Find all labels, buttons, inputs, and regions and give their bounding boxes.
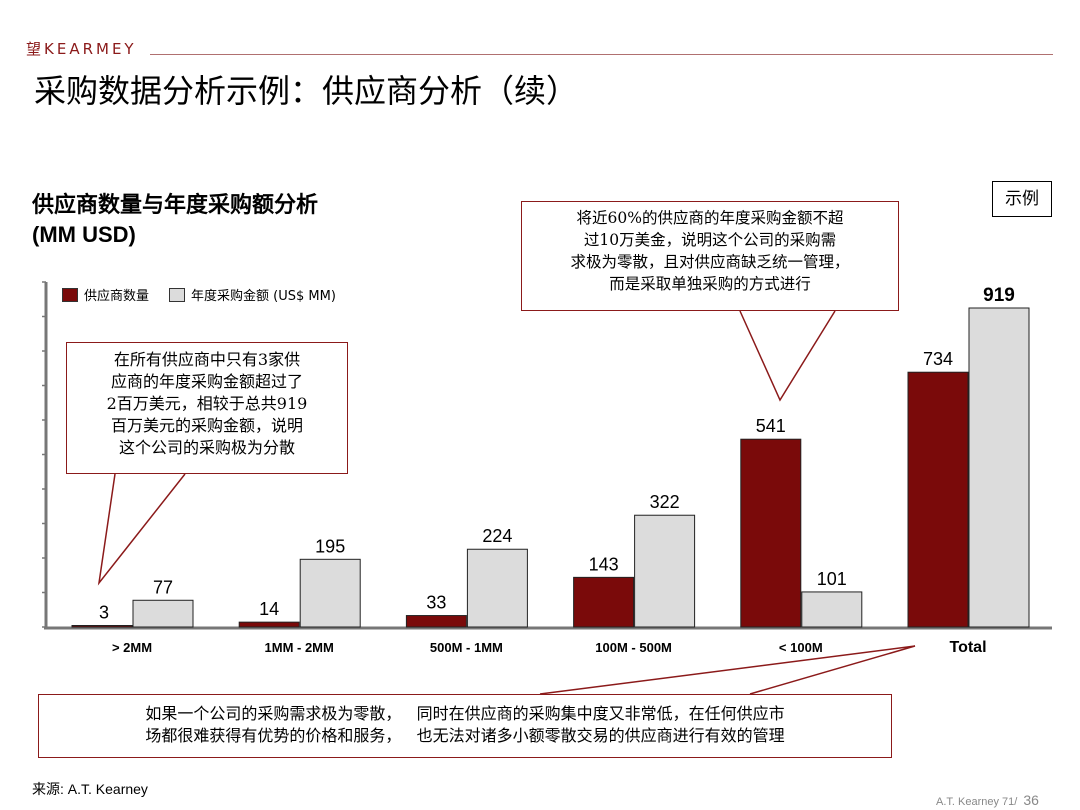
data-label: 3 [99, 603, 109, 623]
data-label: 322 [650, 492, 680, 512]
callout-line: 如果一个公司的采购需求极为零散， 同时在供应商的采购集中度又非常低，在任何供应市 [145, 704, 785, 723]
data-label: 143 [589, 554, 619, 574]
data-label: 734 [923, 349, 953, 369]
callout-left: 在所有供应商中只有3家供 应商的年度采购金额超过了 2百万美元，相较于总共919… [66, 342, 348, 474]
callout-line: 这个公司的采购极为分散 [118, 438, 295, 457]
data-label: 195 [315, 536, 345, 556]
callout-bottom-pointer [539, 645, 916, 695]
page-number: 36 [1023, 792, 1039, 808]
callout-line: 百万美元的采购金额，说明 [110, 416, 303, 435]
callout-line: 将近60%的供应商的年度采购金额不超 [576, 209, 844, 227]
callout-line: 在所有供应商中只有3家供 [113, 350, 301, 369]
callout-bottom: 如果一个公司的采购需求极为零散， 同时在供应商的采购集中度又非常低，在任何供应市… [38, 694, 892, 758]
chart-title-line2: (MM USD) [32, 222, 136, 247]
data-label: 14 [259, 599, 279, 619]
callout-line: 应商的年度采购金额超过了 [110, 372, 303, 391]
legend-label-spend: 年度采购金额 (US$ MM) [191, 289, 336, 304]
chart-title: 供应商数量与年度采购额分析 (MM USD) [32, 190, 318, 250]
page-title: 采购数据分析示例：供应商分析（续） [34, 72, 579, 110]
bar-suppliers [71, 625, 133, 628]
bar-suppliers [573, 576, 635, 628]
x-tick-label: Total [949, 639, 986, 656]
x-tick-label: < 100M [779, 640, 823, 655]
data-label: 541 [756, 416, 786, 436]
bar-spend [466, 548, 528, 628]
legend-swatch-spend [169, 287, 186, 302]
callout-line: 过10万美金，说明这个公司的采购需 [583, 231, 837, 249]
bar-suppliers [238, 621, 300, 628]
x-tick-label: 100M - 500M [595, 640, 672, 655]
bar-spend [132, 599, 194, 628]
legend-swatch-suppliers [62, 287, 78, 302]
source-note: 来源: A.T. Kearney [32, 781, 148, 797]
bar-spend [634, 514, 696, 628]
callout-left-pointer [97, 473, 186, 586]
footer: A.T. Kearney 71/36 [936, 792, 1039, 808]
callout-line: 2百万美元，相较于总共919 [106, 394, 308, 413]
x-tick-label: 1MM - 2MM [265, 640, 334, 655]
data-label: 77 [153, 577, 173, 597]
bar-spend [968, 307, 1030, 628]
header-rule [150, 54, 1053, 55]
callout-line: 而是采取单独采购的方式进行 [609, 275, 811, 293]
kearney-logo: 望KEARMEY [26, 40, 137, 58]
footer-text: A.T. Kearney 71/ [936, 796, 1018, 808]
bar-spend [299, 558, 361, 628]
data-label: 101 [817, 569, 847, 589]
x-tick-label: > 2MM [112, 640, 152, 655]
callout-top-pointer [739, 310, 836, 402]
chart-title-line1: 供应商数量与年度采购额分析 [32, 192, 319, 217]
legend-label-suppliers: 供应商数量 [84, 289, 150, 304]
chart-legend: 供应商数量 年度采购金额 (US$ MM) [62, 285, 336, 304]
bar-suppliers [405, 615, 467, 628]
callout-top: 将近60%的供应商的年度采购金额不超 过10万美金，说明这个公司的采购需 求极为… [521, 201, 899, 311]
callout-line: 求极为零散，且对供应商缺乏统一管理， [570, 253, 850, 271]
data-label: 919 [983, 285, 1015, 306]
bar-spend [801, 591, 863, 628]
x-tick-label: 500M - 1MM [430, 640, 503, 655]
data-label: 33 [426, 593, 446, 613]
data-label: 224 [482, 526, 512, 546]
bar-suppliers [907, 371, 969, 628]
callout-line: 场都很难获得有优势的价格和服务， 也无法对诸多小额零散交易的供应商进行有效的管理 [145, 726, 785, 745]
example-badge: 示例 [992, 181, 1052, 217]
bar-suppliers [740, 438, 802, 628]
